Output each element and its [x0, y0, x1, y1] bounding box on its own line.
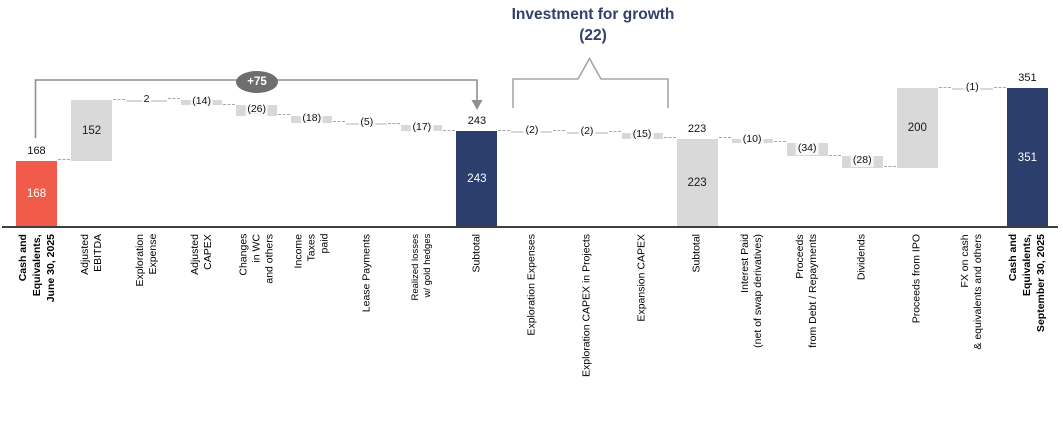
value-inside-proceeds-from-ipo: 200	[907, 121, 927, 134]
bar-cash-and-equivalents-june-30-2025	[16, 160, 57, 228]
bar-proceeds-from-ipo	[896, 88, 938, 168]
connector	[828, 154, 841, 156]
investment-title: Investment for growth (22)	[512, 4, 675, 46]
value-dividends: (28)	[850, 154, 874, 168]
value-adjusted-capex: (14)	[190, 94, 213, 108]
value-lease-payments: (5)	[358, 116, 376, 130]
value-realized-losses-w-gold-hedges: (17)	[410, 120, 434, 134]
axis-label-interest-paid-net-of-swap-derivatives: Interest Paid (net of swap derivatives)	[739, 234, 765, 348]
investment-title-line1: Investment for growth	[511, 6, 675, 23]
connector	[278, 114, 291, 116]
axis-label-changes-in-wc-and-others: Changes in WC and others	[237, 234, 276, 284]
connector	[773, 141, 786, 143]
value-inside-cash-and-equivalents-september-30-2025: 351	[1017, 151, 1037, 164]
axis-label-exploration-expense: Exploration Expense	[133, 234, 159, 287]
axis-label-proceeds-from-debt-repayments: Proceeds from Debt / Repayments	[794, 234, 820, 348]
connector	[718, 137, 731, 139]
axis-label-exploration-expenses: Exploration Expenses	[525, 234, 538, 336]
value-inside-adjusted-ebitda: 152	[81, 124, 102, 137]
connector	[333, 121, 346, 123]
value-above-cash-and-equivalents-september-30-2025: 351	[1018, 72, 1037, 85]
value-above-cash-and-equivalents-june-30-2025: 168	[27, 144, 46, 157]
value-proceeds-from-debt-repayments: (34)	[795, 142, 819, 156]
gain-bubble: +75	[236, 71, 278, 93]
connector	[553, 130, 566, 132]
value-expansion-capex: (15)	[630, 128, 654, 142]
value-income-taxes-paid: (18)	[300, 111, 324, 125]
connector	[663, 137, 676, 139]
value-exploration-expenses: (2)	[523, 123, 541, 137]
axis-label-expansion-capex: Expansion CAPEX	[635, 234, 648, 322]
bar-subtotal-12	[676, 138, 718, 228]
axis-label-subtotal-12: Subtotal	[690, 234, 703, 273]
axis-label-subtotal-8: Subtotal	[470, 234, 483, 273]
value-exploration-capex-in-projects: (2)	[578, 124, 596, 138]
value-exploration-expense: 2	[141, 92, 152, 106]
axis-label-lease-payments: Lease Payments	[360, 234, 373, 313]
value-above-subtotal-12: 223	[687, 122, 707, 135]
value-above-subtotal-8: 243	[467, 115, 487, 128]
axis-label-cash-and-equivalents-september-30-2025: Cash and Equivalents, September 30, 2025	[1007, 234, 1048, 333]
value-inside-subtotal-12: 223	[687, 177, 707, 190]
value-interest-paid-net-of-swap-derivatives: (10)	[740, 133, 764, 147]
bar-cash-and-equivalents-september-30-2025	[1006, 88, 1048, 228]
gain-arrowhead-icon	[471, 100, 483, 110]
investment-brace	[512, 56, 669, 108]
investment-title-line2: (22)	[579, 27, 607, 44]
bar-adjusted-ebitda	[71, 100, 113, 161]
connector	[883, 166, 896, 168]
axis-label-adjusted-ebitda: Adjusted EBITDA	[78, 234, 104, 275]
value-fx-on-cash-equivalents-and-others: (1)	[963, 80, 981, 94]
axis-label-fx-on-cash-equivalents-and-others: FX on cash & equivalents and others	[959, 234, 985, 350]
connector	[168, 98, 181, 100]
value-inside-subtotal-8: 243	[467, 173, 487, 186]
value-inside-cash-and-equivalents-june-30-2025: 168	[26, 188, 47, 201]
connector	[993, 87, 1006, 89]
connector	[938, 86, 951, 88]
value-changes-in-wc-and-others: (26)	[245, 102, 269, 116]
bar-subtotal-8	[456, 131, 498, 228]
axis-label-income-taxes-paid: Income Taxes paid	[292, 234, 331, 269]
axis-label-dividends: Dividends	[855, 234, 868, 281]
axis-label-adjusted-capex: Adjusted CAPEX	[188, 234, 214, 275]
axis-label-cash-and-equivalents-june-30-2025: Cash and Equivalents, June 30, 2025	[16, 234, 57, 303]
axis-label-realized-losses-w-gold-hedges: Realized losses w/ gold hedges	[409, 234, 433, 301]
connector	[223, 103, 236, 105]
connector	[443, 129, 456, 131]
axis-label-exploration-capex-in-projects: Exploration CAPEX in Projects	[580, 234, 593, 377]
connector	[498, 129, 511, 131]
connector	[113, 98, 126, 100]
connector	[388, 123, 401, 125]
connector	[608, 131, 621, 133]
connector	[58, 159, 71, 161]
x-axis-line	[2, 226, 1058, 228]
axis-label-proceeds-from-ipo: Proceeds from IPO	[910, 234, 923, 324]
